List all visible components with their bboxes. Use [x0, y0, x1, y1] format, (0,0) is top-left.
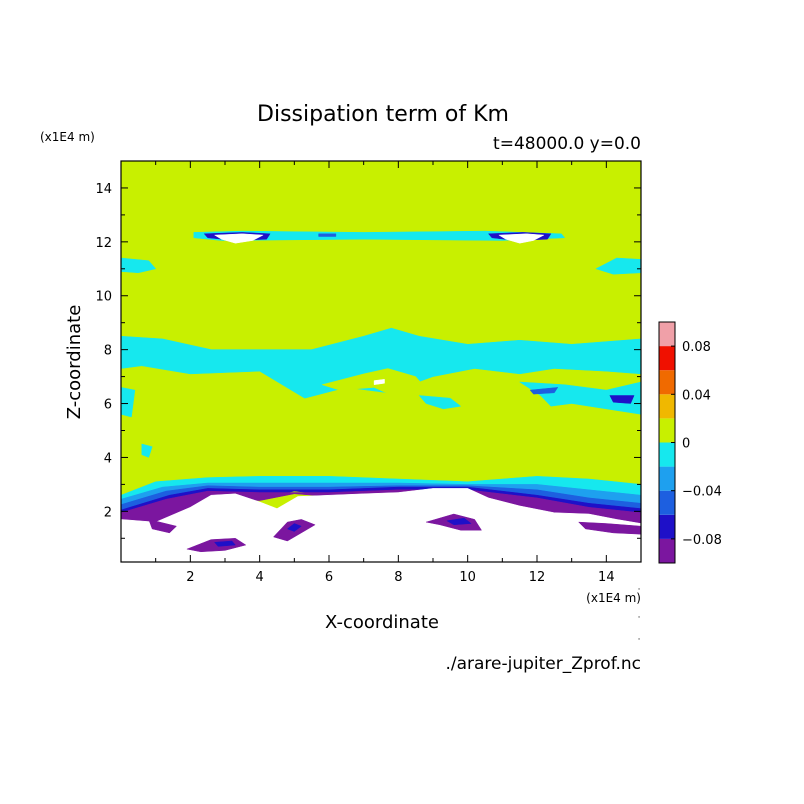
region-upper-band-12km	[193, 230, 566, 241]
region-blob-bottom-1-in	[214, 540, 236, 547]
x-tick-label: 2	[186, 570, 194, 585]
x-tick-label: 14	[598, 570, 615, 585]
x-tick-label: 12	[529, 570, 546, 585]
region-upper-white-left	[213, 233, 265, 244]
region-blob-bottom-2-in	[286, 523, 302, 532]
chart-title: Dissipation term of Km	[257, 102, 509, 127]
region-middle-band-8km	[121, 327, 641, 399]
marker-dot-1: ·	[638, 585, 641, 595]
x-axis-label: X-coordinate	[325, 612, 439, 633]
colorbar-segment	[659, 466, 675, 491]
y-tick-label: 4	[104, 451, 112, 466]
marker-dot-2: ·	[638, 613, 641, 623]
y-tick-label: 10	[95, 290, 112, 305]
x-tick-label: 6	[325, 570, 333, 585]
colorbar-tick-label: −0.04	[682, 485, 722, 500]
colorbar-tick-label: 0	[682, 437, 690, 452]
colorbar-segment	[659, 490, 675, 515]
contour-regions	[121, 230, 641, 562]
region-band-6km-mid	[418, 395, 462, 410]
x-unit-label: (x1E4 m)	[586, 591, 641, 605]
region-side-blob-left-11km	[121, 257, 157, 274]
colorbar-segment	[659, 370, 675, 395]
region-band-6km-right-inner	[529, 387, 559, 395]
y-tick-label: 8	[104, 344, 112, 359]
region-blob-bottom-right	[577, 521, 641, 535]
region-blob-lower-left	[148, 519, 178, 534]
y-tick-label: 2	[104, 505, 112, 520]
y-tick-label: 14	[95, 182, 112, 197]
colorbar-segment	[659, 394, 675, 419]
colorbar-segment	[659, 514, 675, 539]
x-tick-label: 8	[394, 570, 402, 585]
region-blob-mid-white-spot	[373, 379, 385, 385]
y-tick-label: 12	[95, 236, 112, 251]
x-tick-label: 10	[459, 570, 476, 585]
colorbar: −0.08 −0.04 0 0.04 0.08	[658, 321, 722, 564]
chart-subtitle: t=48000.0 y=0.0	[493, 134, 641, 154]
region-upper-band-mid-spots	[318, 233, 337, 237]
region-band-6km-right-inner2	[609, 395, 635, 404]
y-unit-label: (x1E4 m)	[40, 130, 95, 144]
colorbar-tick-label: 0.08	[682, 340, 711, 355]
colorbar-tick-label: −0.08	[682, 533, 722, 548]
x-axis-ticks: 2 4 6 8 10 12 14	[155, 161, 615, 585]
region-bottom-white	[121, 488, 641, 562]
x-tick-label: 4	[256, 570, 264, 585]
region-blob-4km	[141, 443, 153, 458]
source-file-label: ./arare-jupiter_Zprof.nc	[445, 654, 641, 674]
colorbar-segment	[659, 346, 675, 371]
colorbar-segment	[659, 442, 675, 467]
plot-area	[121, 161, 641, 562]
colorbar-segment	[659, 538, 675, 563]
plot-frame	[120, 160, 642, 563]
colorbar-segment	[659, 322, 675, 347]
region-upper-white-right	[498, 233, 545, 244]
marker-dot-3: ·	[638, 635, 641, 645]
y-tick-label: 6	[104, 398, 112, 413]
region-side-blob-right-11km	[595, 257, 641, 275]
y-axis-ticks: 2 4 6 8 10 12 14	[95, 182, 641, 539]
region-blob-bottom-3-in	[446, 517, 472, 526]
region-band-6km-left	[121, 387, 136, 418]
colorbar-tick-label: 0.04	[682, 388, 711, 403]
y-axis-label: Z-coordinate	[64, 305, 85, 420]
colorbar-segment	[659, 418, 675, 443]
